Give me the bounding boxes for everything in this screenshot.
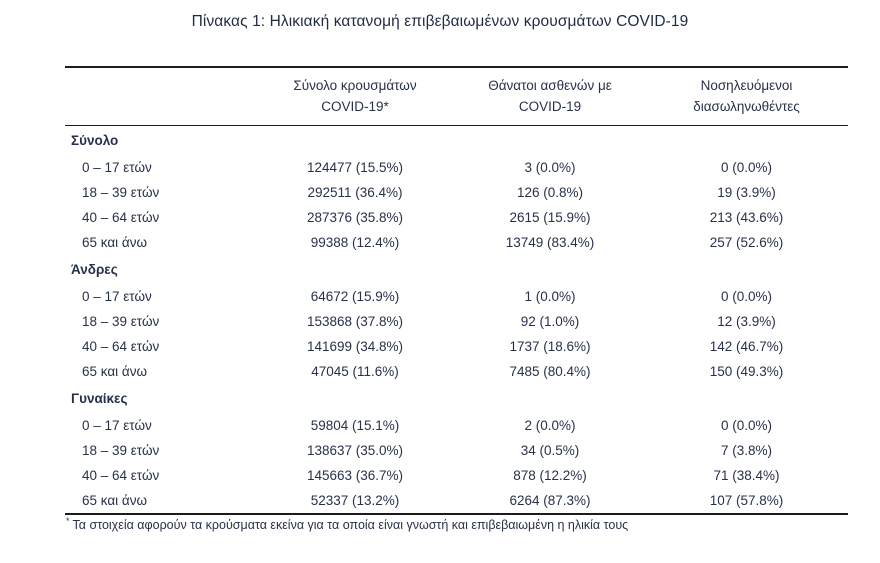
table-row: 0 – 17 ετών 59804 (15.1%) 2 (0.0%) 0 (0.… — [65, 413, 848, 438]
cases-value: 52337 (13.2%) — [310, 493, 400, 508]
cases-value: 153868 (37.8%) — [306, 314, 404, 329]
deaths-value: 2615 (15.9%) — [509, 210, 591, 225]
section-header-total: Σύνολο — [65, 126, 848, 155]
cases-value: 292511 (36.4%) — [307, 185, 403, 200]
section-header-women: Γυναίκες — [65, 384, 848, 413]
row-label: 0 – 17 ετών — [82, 418, 152, 433]
intubated-value: 107 (57.8%) — [709, 493, 784, 508]
intubated-value: 0 (0.0%) — [720, 160, 773, 175]
column-header-intubated-line2: διασωληνωθέντες — [693, 99, 800, 114]
column-header-intubated: Νοσηλευόμενοι διασωληνωθέντες — [645, 75, 848, 117]
table-row: 0 – 17 ετών 124477 (15.5%) 3 (0.0%) 0 (0… — [65, 155, 848, 180]
footnote-text: Τα στοιχεία αφορούν τα κρούσματα εκείνα … — [72, 518, 629, 533]
intubated-value: 0 (0.0%) — [720, 289, 773, 304]
row-label: 65 και άνω — [82, 364, 148, 379]
intubated-value: 0 (0.0%) — [720, 418, 773, 433]
table-row: 65 και άνω 99388 (12.4%) 13749 (83.4%) 2… — [65, 230, 848, 255]
footnote-asterisk: * — [66, 516, 70, 526]
covid-age-table: Σύνολο κρουσμάτων COVID-19* Θάνατοι ασθε… — [65, 66, 848, 515]
row-label: 40 – 64 ετών — [82, 468, 160, 483]
row-label: 40 – 64 ετών — [82, 210, 160, 225]
intubated-value: 142 (46.7%) — [709, 339, 784, 354]
table-title: Πίνακας 1: Ηλικιακή κατανομή επιβεβαιωμέ… — [191, 13, 689, 30]
row-label: 0 – 17 ετών — [82, 160, 152, 175]
cases-value: 64672 (15.9%) — [310, 289, 400, 304]
deaths-value: 126 (0.8%) — [516, 185, 584, 200]
cases-value: 47045 (11.6%) — [311, 364, 399, 379]
column-header-cases-line1: Σύνολο κρουσμάτων — [293, 78, 417, 93]
table-row: 18 – 39 ετών 153868 (37.8%) 92 (1.0%) 12… — [65, 309, 848, 334]
section-label: Γυναίκες — [71, 391, 128, 406]
table-row: 18 – 39 ετών 138637 (35.0%) 34 (0.5%) 7 … — [65, 438, 848, 463]
column-header-cases: Σύνολο κρουσμάτων COVID-19* — [255, 75, 455, 117]
cases-value: 141699 (34.8%) — [306, 339, 404, 354]
row-label: 18 – 39 ετών — [82, 443, 160, 458]
table-row: 65 και άνω 52337 (13.2%) 6264 (87.3%) 10… — [65, 488, 848, 513]
cases-value: 145663 (36.7%) — [306, 468, 404, 483]
column-header-intubated-line1: Νοσηλευόμενοι — [700, 78, 793, 93]
intubated-value: 7 (3.8%) — [720, 443, 773, 458]
section-header-men: Άνδρες — [65, 255, 848, 284]
cases-value: 59804 (15.1%) — [310, 418, 400, 433]
deaths-value: 92 (1.0%) — [520, 314, 580, 329]
table-row: 40 – 64 ετών 141699 (34.8%) 1737 (18.6%)… — [65, 334, 848, 359]
row-label: 65 και άνω — [82, 493, 148, 508]
deaths-value: 13749 (83.4%) — [505, 235, 595, 250]
cases-value: 138637 (35.0%) — [306, 443, 404, 458]
intubated-value: 150 (49.3%) — [709, 364, 784, 379]
column-header-cases-line2: COVID-19* — [321, 99, 389, 114]
cases-value: 287376 (35.8%) — [306, 210, 404, 225]
deaths-value: 878 (12.2%) — [513, 468, 587, 483]
column-header-deaths-line1: Θάνατοι ασθενών με — [488, 78, 612, 93]
row-label: 18 – 39 ετών — [82, 314, 160, 329]
deaths-value: 1737 (18.6%) — [509, 339, 591, 354]
deaths-value: 34 (0.5%) — [520, 443, 580, 458]
cases-value: 99388 (12.4%) — [310, 235, 400, 250]
table-row: 18 – 39 ετών 292511 (36.4%) 126 (0.8%) 1… — [65, 180, 848, 205]
column-header-deaths: Θάνατοι ασθενών με COVID-19 — [455, 75, 645, 117]
row-label: 40 – 64 ετών — [82, 339, 160, 354]
section-label: Άνδρες — [71, 262, 118, 277]
table-header-row: Σύνολο κρουσμάτων COVID-19* Θάνατοι ασθε… — [65, 68, 848, 126]
deaths-value: 3 (0.0%) — [524, 160, 576, 175]
row-label: 65 και άνω — [82, 235, 148, 250]
deaths-value: 7485 (80.4%) — [509, 364, 591, 379]
cases-value: 124477 (15.5%) — [306, 160, 404, 175]
table-row: 0 – 17 ετών 64672 (15.9%) 1 (0.0%) 0 (0.… — [65, 284, 848, 309]
intubated-value: 213 (43.6%) — [709, 210, 784, 225]
deaths-value: 6264 (87.3%) — [509, 493, 591, 508]
section-label: Σύνολο — [71, 133, 119, 148]
intubated-value: 257 (52.6%) — [709, 235, 784, 250]
table-row: 65 και άνω 47045 (11.6%) 7485 (80.4%) 15… — [65, 359, 848, 384]
intubated-value: 12 (3.9%) — [717, 314, 776, 329]
row-label: 0 – 17 ετών — [82, 289, 152, 304]
intubated-value: 19 (3.9%) — [717, 185, 776, 200]
row-label: 18 – 39 ετών — [82, 185, 160, 200]
table-row: 40 – 64 ετών 145663 (36.7%) 878 (12.2%) … — [65, 463, 848, 488]
intubated-value: 71 (38.4%) — [713, 468, 780, 483]
deaths-value: 1 (0.0%) — [524, 289, 576, 304]
table-footnote: * Τα στοιχεία αφορούν τα κρούσματα εκείνα… — [66, 516, 849, 532]
column-header-deaths-line2: COVID-19 — [518, 99, 582, 114]
deaths-value: 2 (0.0%) — [524, 418, 576, 433]
table-row: 40 – 64 ετών 287376 (35.8%) 2615 (15.9%)… — [65, 205, 848, 230]
